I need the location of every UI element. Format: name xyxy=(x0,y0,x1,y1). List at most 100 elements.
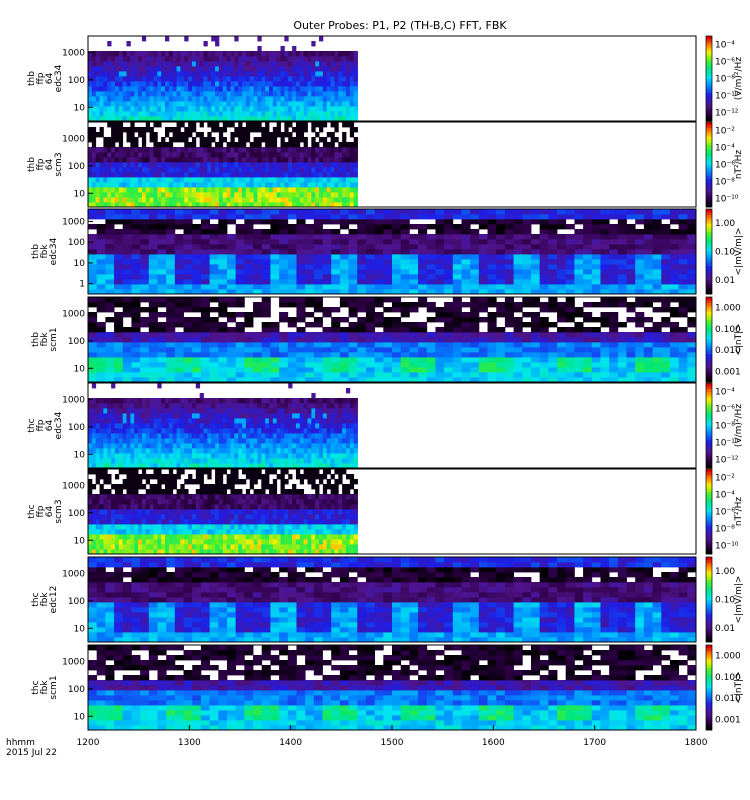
y-label-line: scm1 xyxy=(49,675,59,699)
y-label-line: edc34 xyxy=(54,64,64,92)
panel-frame xyxy=(87,556,697,643)
colorbar-tick-label: 10⁻² xyxy=(715,474,735,484)
y-label-line: thc xyxy=(31,592,41,606)
y-tick-label: 100 xyxy=(68,423,85,433)
colorbar-tick-label: 0.100 xyxy=(715,673,741,683)
y-label-line: 64 xyxy=(45,73,55,85)
colorbar-tick-label: 10⁻⁸ xyxy=(715,75,735,85)
y-tick-label: 1 xyxy=(79,280,85,290)
colorbar-tick-label: 10⁻¹⁰ xyxy=(715,92,739,102)
y-label-line: edc34 xyxy=(49,237,59,265)
colorbar-label: nT²/Hz xyxy=(734,150,744,180)
colorbar-tick-label: 10⁻⁴ xyxy=(715,491,735,501)
colorbar: 10⁻¹⁰ 10⁻⁸ 10⁻⁶ 10⁻⁴ 10⁻² nT²/Hz xyxy=(705,468,744,555)
y-label-line: 64 xyxy=(45,420,55,432)
y-tick-label: 100 xyxy=(68,337,85,347)
y-tick-label: 10 xyxy=(74,712,86,722)
y-tick-label: 1000 xyxy=(62,134,85,144)
y-label-line: thb xyxy=(27,71,37,86)
y-label-line: thc xyxy=(27,418,37,432)
colorbar-tick-label: 0.10 xyxy=(715,596,735,606)
y-tick-label: 10 xyxy=(74,364,86,374)
x-tick-label: 1400 xyxy=(279,738,302,748)
panel-5: 10 100 1000 thc ffp 64 edc34 10⁻¹² 10⁻¹⁰ 10⁻⁸ 10⁻⁶… xyxy=(27,382,744,469)
colorbar-tick-label: 10⁻⁶ xyxy=(715,405,735,415)
y-label-line: ffp xyxy=(36,158,46,170)
colorbar-label: (V/m)²/Hz xyxy=(734,404,744,447)
y-tick-label: 100 xyxy=(68,162,85,172)
colorbar-tick-label: 10⁻⁸ xyxy=(715,178,735,188)
colorbar: 10⁻¹² 10⁻¹⁰ 10⁻⁸ 10⁻⁶ 10⁻⁴ (V/m)²/Hz xyxy=(705,35,744,122)
colorbar: 0.01 0.10 1.00<|mV/m|> xyxy=(705,208,744,295)
panel-frame xyxy=(87,296,697,383)
y-tick-label: 10 xyxy=(74,259,86,269)
y-label-line: thb xyxy=(31,332,41,347)
y-axis-label: thc ffp 64 scm3 xyxy=(27,499,64,523)
colorbar-tick-label: 10⁻⁴ xyxy=(715,41,735,51)
x-tick-label: 1600 xyxy=(482,738,505,748)
y-tick-label: 10 xyxy=(74,189,86,199)
y-label-line: thc xyxy=(27,504,37,518)
colorbar-tick-label: 1.000 xyxy=(715,652,741,662)
y-tick-label: 1000 xyxy=(62,569,85,579)
y-axis-label: thb ffp 64 edc34 xyxy=(27,64,64,92)
panel-frame xyxy=(87,35,697,122)
y-tick-label: 1000 xyxy=(62,309,85,319)
panel-frame xyxy=(87,468,697,555)
colorbar-tick-label: 0.010 xyxy=(715,694,741,704)
spectrogram-cells xyxy=(88,122,358,208)
y-label-line: fbk xyxy=(40,592,50,607)
x-tick-label: 1300 xyxy=(178,738,201,748)
colorbar-label: <|mV/m|> xyxy=(734,576,744,624)
spectrogram-cells xyxy=(88,557,697,643)
colorbar-tick-label: 10⁻⁶ xyxy=(715,58,735,68)
x-tick-label: 1500 xyxy=(381,738,404,748)
panel-1: 10 100 1000 thb ffp 64 edc34 10⁻¹² 10⁻¹⁰ 10⁻⁸ 10⁻⁶… xyxy=(27,35,744,122)
spectrogram-cells xyxy=(88,645,697,731)
colorbar-tick-label: 10⁻¹² xyxy=(715,456,739,466)
y-axis-label: thb ffp 64 scm3 xyxy=(27,152,64,176)
y-label-line: ffp xyxy=(36,419,46,431)
colorbar-tick-label: 10⁻¹⁰ xyxy=(715,195,739,205)
colorbar-tick-label: 10⁻⁸ xyxy=(715,422,735,432)
spectrogram-cells xyxy=(88,36,358,122)
colorbar-tick-label: 0.010 xyxy=(715,346,741,356)
colorbar-label: <|mV/m|> xyxy=(734,228,744,276)
y-tick-label: 100 xyxy=(68,597,85,607)
colorbar: 0.001 0.010 0.100 1.000 <|nT|> xyxy=(705,296,744,383)
y-label-line: scm3 xyxy=(54,499,64,523)
y-tick-label: 10 xyxy=(74,103,86,113)
y-axis-label: thb fbk scm1 xyxy=(31,327,59,351)
date-label: 2015 Jul 22 xyxy=(6,748,57,758)
colorbar-tick-label: 10⁻² xyxy=(715,127,735,137)
time-axis: 1200 1300 1400 1500 1600 1700 1800 xyxy=(77,725,708,748)
y-tick-label: 100 xyxy=(68,685,85,695)
y-label-line: fbk xyxy=(40,680,50,695)
y-label-line: 64 xyxy=(45,159,55,171)
y-axis-label: thb fbk edc34 xyxy=(31,237,59,265)
y-tick-label: 10 xyxy=(74,624,86,634)
y-tick-label: 1000 xyxy=(62,657,85,667)
colorbar-tick-label: 0.001 xyxy=(715,367,741,377)
y-axis-label: thc ffp 64 edc34 xyxy=(27,411,64,439)
panel-frame xyxy=(87,208,697,295)
colorbar-tick-label: 1.000 xyxy=(715,304,741,314)
y-tick-label: 10 xyxy=(74,450,86,460)
y-label-line: scm1 xyxy=(49,327,59,351)
colorbar: 10⁻¹⁰ 10⁻⁸ 10⁻⁶ 10⁻⁴ 10⁻² nT²/Hz xyxy=(705,121,744,208)
colorbar-tick-label: 10⁻⁸ xyxy=(715,525,735,535)
colorbar-tick-label: 0.01 xyxy=(715,624,735,634)
y-label-line: fbk xyxy=(40,244,50,259)
y-label-line: fbk xyxy=(40,332,50,347)
y-tick-label: 10 xyxy=(74,536,86,546)
colorbar-label: <|nT|> xyxy=(734,671,744,703)
y-tick-label: 100 xyxy=(68,238,85,248)
colorbar: 0.01 0.10 1.00<|mV/m|> xyxy=(705,556,744,643)
colorbar-tick-label: 1.00 xyxy=(715,567,735,577)
colorbar-tick-label: 1.00 xyxy=(715,219,735,229)
